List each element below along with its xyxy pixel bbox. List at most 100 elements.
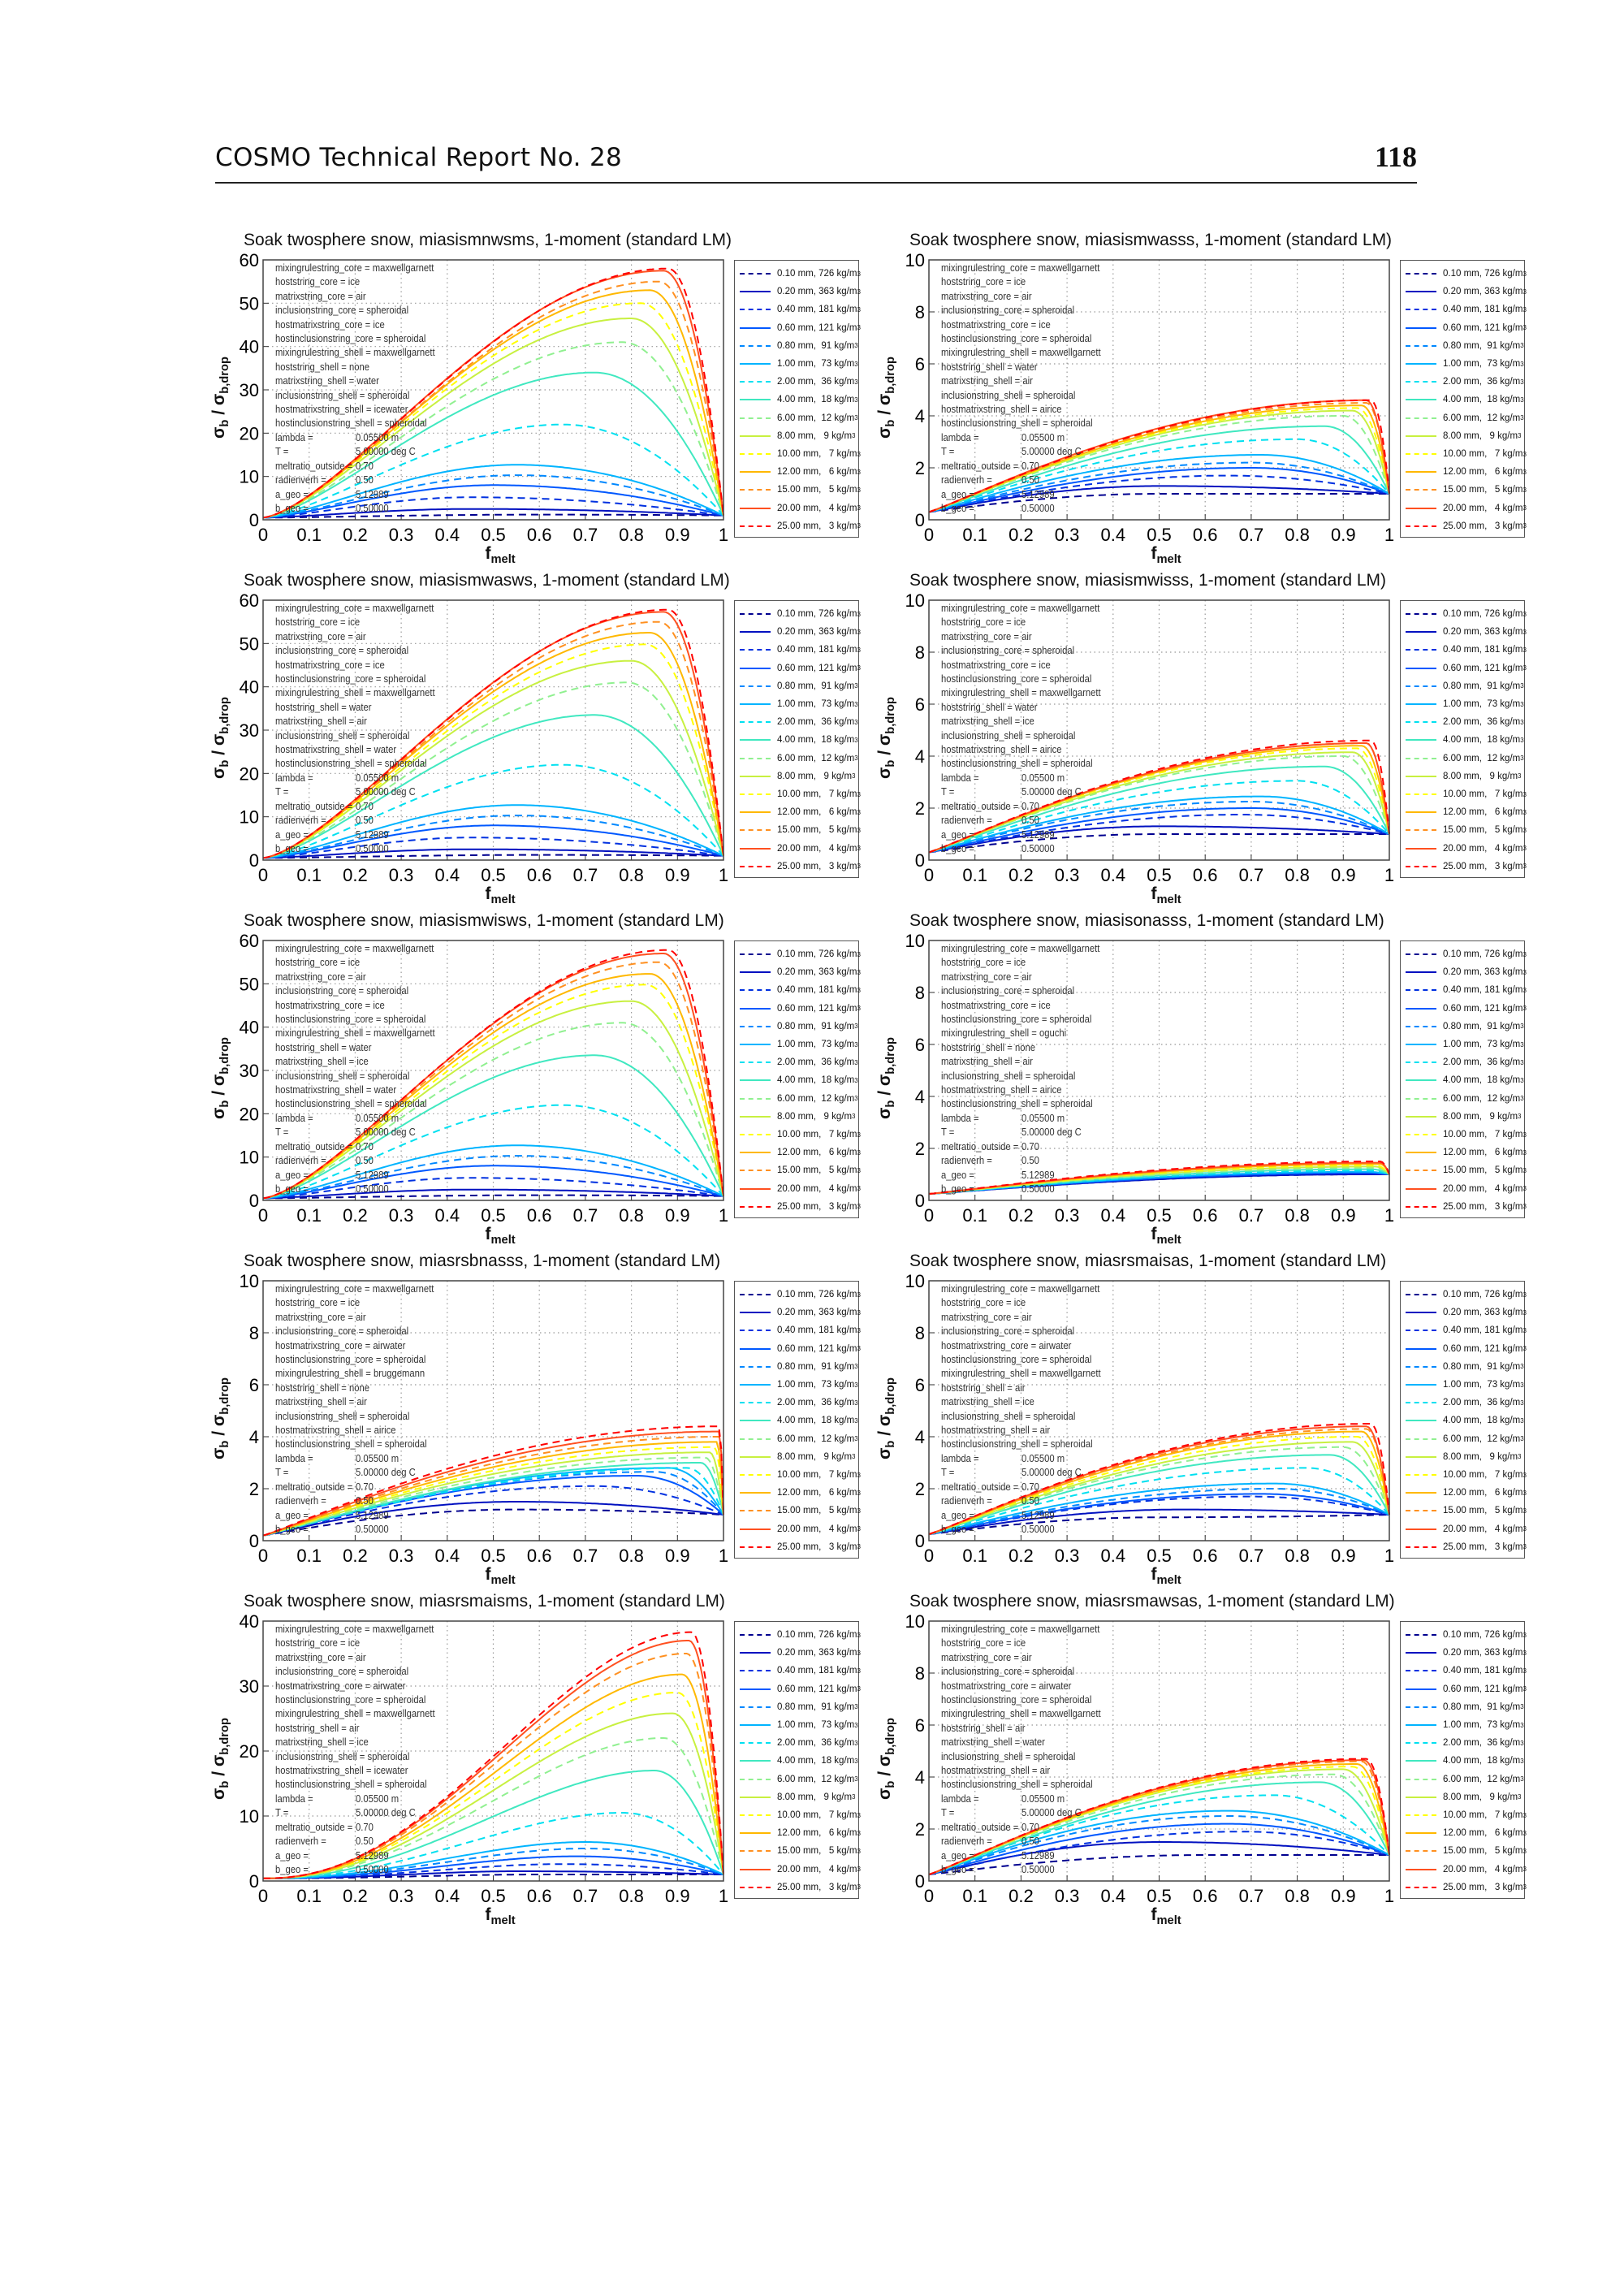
annotation-line: inclusionstring_shell = spheroidal [941, 389, 1101, 403]
parameter-value: 5.00000 deg C [1021, 1467, 1082, 1479]
annotation-key: mixingrulestring_shell = [275, 1708, 371, 1720]
series-line [263, 1177, 724, 1200]
annotation-line: hoststring_shell = air [941, 1722, 1101, 1736]
legend-label: 10.00 mm, 7 kg/m [1443, 449, 1523, 459]
legend-label: 8.00 mm, 9 kg/m [1443, 430, 1518, 441]
parameter-value: 0.50000 [356, 1863, 389, 1875]
legend-label: 15.00 mm, 5 kg/m [1443, 1846, 1523, 1857]
annotation-value: spheroidal [1033, 389, 1076, 401]
legend-label: 1.00 mm, 73 kg/m [777, 699, 855, 709]
series-line [928, 1831, 1390, 1875]
chart-legend: 0.10 mm, 726 kg/m 3 0.20 mm, 363 kg/m 3 0.40… [734, 940, 861, 1218]
legend-label: 25.00 mm, 3 kg/m [1443, 861, 1523, 871]
legend-entry: 25.00 mm, 3 kg/m 3 [1406, 1199, 1527, 1215]
legend-swatch [1406, 1438, 1436, 1440]
legend-swatch [1406, 1205, 1436, 1208]
annotation-value: ice [348, 276, 361, 288]
legend-swatch [740, 757, 771, 759]
series-line [928, 1161, 1390, 1195]
legend-swatch [740, 1134, 771, 1135]
parameter-key: lambda = [941, 431, 979, 443]
legend-label-sup: 3 [857, 468, 861, 476]
legend-label-sup: 3 [1522, 288, 1527, 296]
annotation-key: matrixstring_core = [275, 1651, 353, 1663]
annotation-key: hostinclusionstring_core = [275, 673, 382, 685]
legend-swatch [1406, 1868, 1436, 1870]
x-tick-label: 1 [1384, 1886, 1394, 1906]
legend-swatch [740, 829, 771, 832]
legend-entry: 4.00 mm, 18 kg/m 3 [1406, 732, 1524, 748]
annotation-key: inclusionstring_core = [941, 1666, 1030, 1678]
series-line [263, 1737, 724, 1879]
annotation-value: ice [1013, 1297, 1026, 1309]
legend-entry: 0.20 mm, 363 kg/m 3 [740, 1304, 861, 1321]
series-line [263, 1770, 724, 1879]
legend-swatch [1406, 685, 1436, 687]
annotation-key: hostinclusionstring_shell = [941, 1438, 1048, 1451]
legend-label: 0.40 mm, 181 kg/m [1443, 1666, 1523, 1676]
legend-label-sup: 3 [1522, 845, 1527, 853]
x-axis-label: fmelt [486, 1565, 516, 1587]
legend-label-sup: 3 [857, 1185, 861, 1193]
parameter-line: b_geo = 0.50000 [941, 1863, 1101, 1877]
annotation-line: hostinclusionstring_core = spheroidal [275, 1353, 434, 1367]
legend-label-sup: 3 [854, 1023, 858, 1031]
legend-label: 12.00 mm, 6 kg/m [777, 807, 857, 818]
legend-label: 20.00 mm, 4 kg/m [1443, 843, 1523, 854]
legend-label-sup: 3 [1522, 1489, 1527, 1497]
legend-entry: 25.00 mm, 3 kg/m 3 [1406, 1879, 1527, 1896]
legend-swatch [1406, 703, 1436, 705]
legend-label: 0.10 mm, 726 kg/m [1443, 1630, 1523, 1640]
annotation-value: ice [1039, 999, 1051, 1011]
annotation-line: mixingrulestring_core = maxwellgarnett [941, 1623, 1101, 1637]
legend-label: 8.00 mm, 9 kg/m [777, 1792, 853, 1802]
parameter-line: meltratio_outside = 0.70 [941, 460, 1101, 473]
legend-entry: 10.00 mm, 7 kg/m 3 [740, 446, 861, 462]
x-tick-label: 0.7 [1239, 1546, 1264, 1566]
legend-entry: 1.00 mm, 73 kg/m 3 [1406, 356, 1524, 372]
y-label-sub: b,drop [884, 697, 898, 734]
legend-label: 25.00 mm, 3 kg/m [1443, 1882, 1523, 1892]
annotation-value: air [1021, 971, 1032, 983]
legend-swatch [1406, 1814, 1436, 1816]
legend-swatch [1406, 971, 1436, 974]
annotation-value: spheroidal [1032, 305, 1075, 317]
x-tick-label: 0.1 [296, 1205, 322, 1226]
parameter-line: a_geo = 5.12989 [275, 1509, 434, 1523]
parameter-value: 0.70 [1021, 1481, 1039, 1493]
legend-label: 1.00 mm, 73 kg/m [777, 1380, 855, 1390]
legend-label-sup: 3 [857, 1829, 861, 1837]
x-tick-label: 0.5 [481, 865, 506, 885]
series-line [262, 474, 724, 519]
annotation-value: spheroidal [383, 1694, 426, 1706]
axes-frame [928, 259, 1390, 521]
parameter-key: b_geo = [941, 1183, 974, 1195]
legend-label-sup: 3 [1522, 808, 1527, 816]
annotation-line: inclusionstring_shell = spheroidal [275, 1750, 435, 1764]
legend-label-sup: 3 [857, 790, 861, 798]
legend-swatch [740, 1832, 771, 1835]
parameter-line: radienverh = 0.50 [275, 814, 435, 828]
parameter-line: meltratio_outside = 0.70 [275, 1140, 435, 1154]
y-tick-label: 6 [915, 1035, 925, 1055]
legend-label: 15.00 mm, 5 kg/m [1443, 1165, 1523, 1176]
legend-label: 0.80 mm, 91 kg/m [777, 1701, 855, 1712]
legend-entry: 0.10 mm, 726 kg/m 3 [740, 606, 861, 622]
annotation-value: ice [1013, 957, 1026, 969]
annotation-key: hoststring_core = [275, 276, 346, 288]
annotation-value: spheroidal [367, 389, 410, 401]
series-line [928, 1794, 1390, 1875]
y-label-sep: / [875, 1766, 894, 1781]
x-tick-label: 0.8 [1285, 865, 1310, 885]
legend-swatch [740, 1330, 771, 1332]
legend-swatch [1406, 1634, 1436, 1636]
parameter-line: radienverh = 0.50 [275, 1835, 435, 1848]
legend-swatch [740, 1528, 771, 1530]
legend-entry: 0.80 mm, 91 kg/m 3 [740, 678, 858, 694]
series-line [262, 1436, 724, 1537]
annotation-key: hostinclusionstring_shell = [275, 1779, 382, 1791]
parameter-value: 5.12989 [1021, 1849, 1055, 1861]
annotation-value: spheroidal [1032, 645, 1075, 657]
annotation-value: maxwellgarnett [374, 1027, 435, 1040]
parameter-line: meltratio_outside = 0.70 [275, 1481, 434, 1494]
